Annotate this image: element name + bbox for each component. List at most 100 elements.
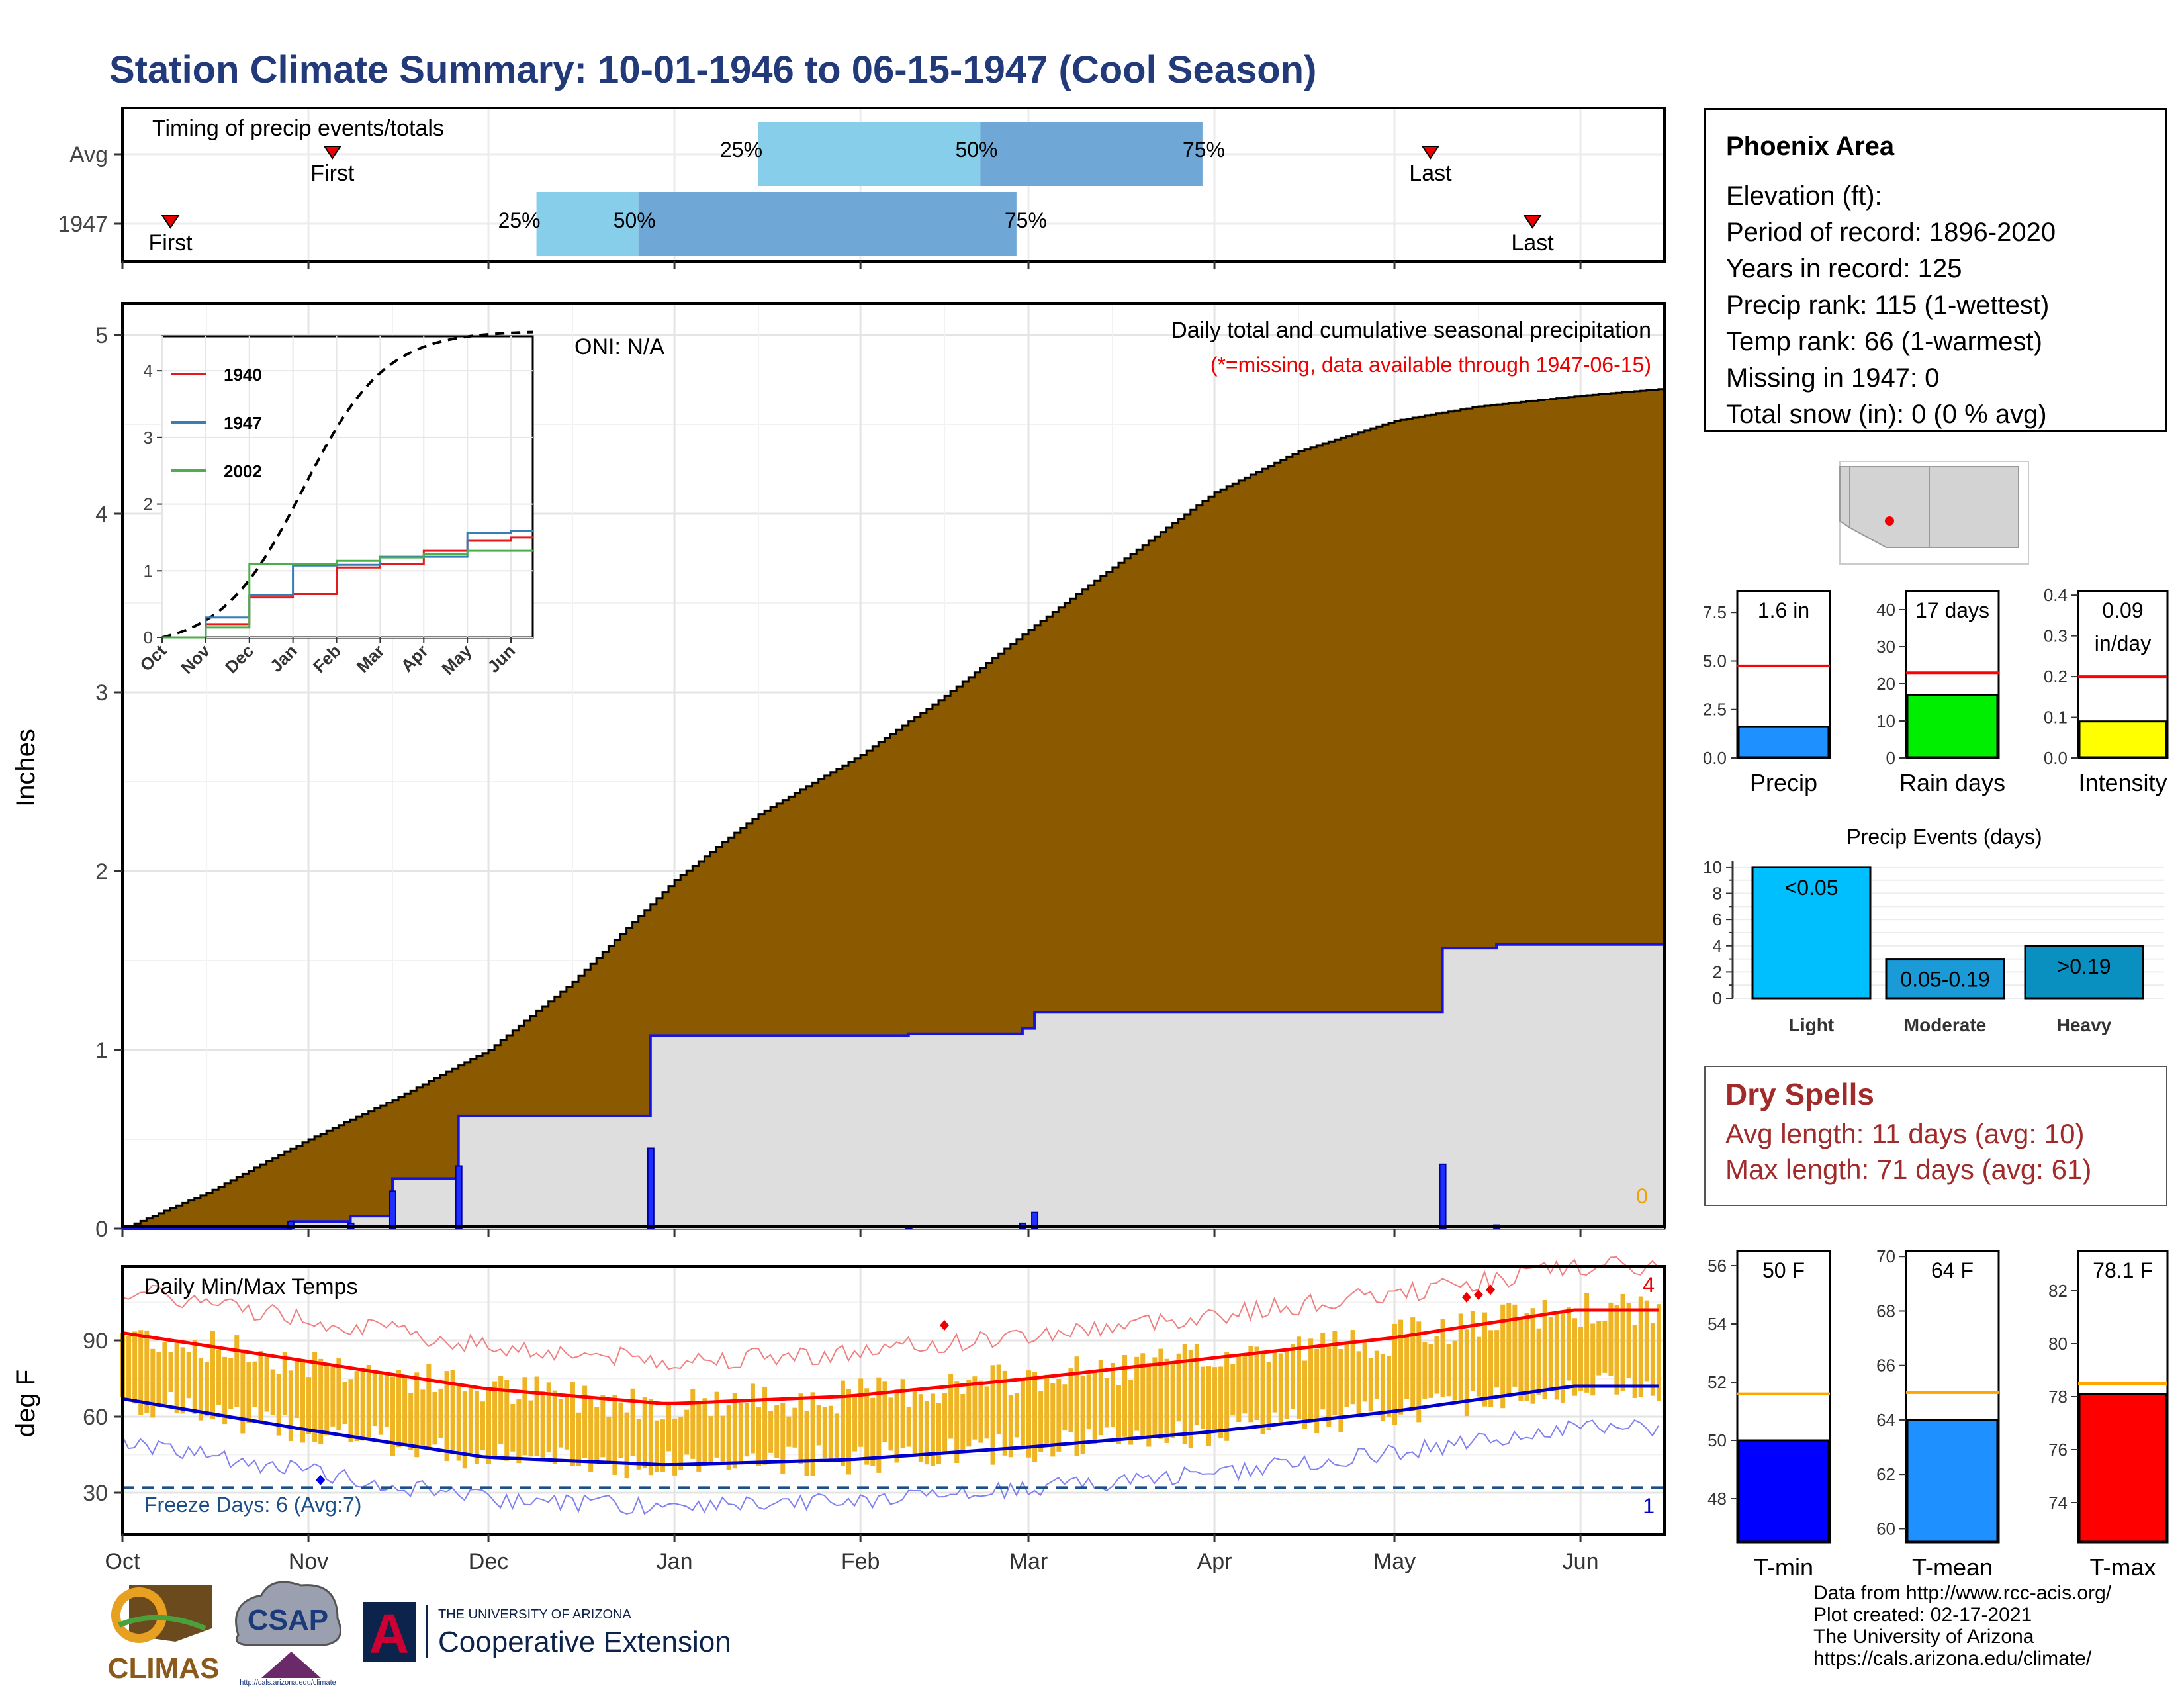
daily-temp-bar	[1068, 1368, 1073, 1432]
daily-temp-bar	[684, 1409, 690, 1455]
daily-temp-bar	[666, 1403, 672, 1452]
timing-first-label: First	[148, 230, 193, 256]
temp-bar-ytick-label: 68	[1876, 1301, 1895, 1321]
daily-temp-bar	[792, 1407, 797, 1448]
daily-temp-bar	[768, 1411, 774, 1453]
timing-q50-label: 50%	[955, 138, 997, 162]
timing-last-marker	[1523, 215, 1542, 229]
daily-temp-bar	[1374, 1350, 1379, 1399]
daily-temp-bar	[930, 1393, 935, 1466]
small-bar-ytick-label: 0.1	[2044, 708, 2068, 727]
ua-logo-letter: A	[369, 1603, 410, 1665]
record-high-marker	[940, 1320, 950, 1331]
daily-temp-bar	[1182, 1344, 1187, 1444]
daily-temp-bar	[888, 1397, 893, 1451]
daily-temp-bar	[180, 1347, 185, 1414]
daily-temp-bar	[1524, 1313, 1529, 1401]
small-bar-1	[1906, 694, 1999, 759]
daily-temp-bar	[726, 1405, 731, 1470]
daily-temp-bar	[1092, 1370, 1097, 1444]
small-bar-ytick-label: 10	[1876, 711, 1895, 731]
timing-q50-label: 50%	[614, 209, 656, 232]
daily-temp-bar	[936, 1403, 941, 1464]
daily-temp-bar	[1464, 1329, 1469, 1417]
daily-temp-bar	[222, 1356, 228, 1425]
daily-temp-bar	[1614, 1304, 1619, 1395]
precip-events-ytick-label: 0	[1713, 988, 1722, 1008]
temp-bar-ytick-label: 64	[1876, 1410, 1895, 1430]
daily-precip-bar	[647, 1147, 655, 1229]
daily-temp-bar	[1590, 1323, 1596, 1396]
small-bar-ytick-label: 0.0	[2044, 748, 2068, 768]
daily-temp-bar	[750, 1383, 755, 1454]
daily-temp-bar	[1038, 1391, 1044, 1452]
daily-temp-bar	[420, 1389, 426, 1447]
daily-temp-bar	[600, 1395, 606, 1458]
daily-temp-bar	[828, 1405, 833, 1462]
daily-temp-bar	[630, 1388, 635, 1456]
daily-temp-bar	[198, 1358, 203, 1421]
ua-logo-small-text: THE UNIVERSITY OF ARIZONA	[438, 1607, 632, 1622]
daily-temp-bar	[1146, 1362, 1152, 1447]
daily-temp-bar	[1476, 1336, 1481, 1397]
daily-temp-bar	[864, 1388, 870, 1465]
daily-temp-bar	[432, 1391, 437, 1445]
daily-temp-bar	[1290, 1344, 1295, 1410]
daily-temp-bar	[642, 1397, 647, 1468]
daily-temp-bar	[330, 1366, 336, 1427]
daily-temp-bar	[1152, 1357, 1158, 1436]
daily-temp-bar	[450, 1370, 455, 1450]
temp-bar-label: T-min	[1754, 1554, 1813, 1581]
daily-temp-bar	[1134, 1356, 1140, 1431]
small-bar-value: 1.6 in	[1758, 598, 1809, 622]
daily-temp-bar	[1332, 1331, 1338, 1415]
timing-last-label: Last	[1511, 230, 1554, 256]
daily-temp-bar	[1458, 1313, 1463, 1403]
daily-temp-bar	[1578, 1327, 1584, 1391]
daily-temp-bar	[354, 1371, 359, 1442]
month-axis-label: Nov	[289, 1549, 328, 1574]
timing-row-label: 1947	[58, 212, 108, 237]
temp-panel-border	[121, 1265, 1666, 1536]
daily-temp-bar	[348, 1379, 353, 1443]
dry-spells-avg: Avg length: 11 days (avg: 10)	[1725, 1118, 2085, 1149]
inset-average-line	[161, 330, 533, 639]
daily-temp-bar	[426, 1363, 432, 1448]
daily-temp-bar	[678, 1417, 684, 1470]
small-bar-label: Rain days	[1899, 769, 2005, 796]
precip-events-ytick-label: 6	[1713, 910, 1722, 929]
daily-temp-bar	[1632, 1325, 1637, 1398]
daily-temp-bar	[1026, 1370, 1031, 1458]
daily-temp-bar	[534, 1376, 539, 1456]
temp-panel-title: Daily Min/Max Temps	[144, 1274, 357, 1299]
avg-max-temp-line	[122, 1308, 1659, 1405]
daily-temp-bar	[1644, 1300, 1649, 1382]
daily-temp-bar	[492, 1381, 498, 1458]
avg-min-temp-line	[122, 1384, 1659, 1467]
daily-temp-bar	[990, 1365, 995, 1465]
daily-temp-bar	[702, 1398, 707, 1466]
daily-temp-bar	[1140, 1353, 1146, 1438]
daily-temp-bar	[714, 1391, 719, 1458]
daily-temp-bar	[456, 1385, 461, 1461]
daily-temp-bar	[870, 1397, 876, 1466]
info-years: Years in record: 125	[1726, 254, 1962, 283]
daily-temp-bar	[822, 1407, 827, 1459]
daily-temp-bar	[276, 1374, 281, 1436]
daily-temp-bar	[1656, 1304, 1661, 1401]
precip-event-category: Heavy	[2057, 1015, 2112, 1035]
daily-temp-bar	[570, 1382, 575, 1466]
daily-temp-bar	[1356, 1351, 1361, 1415]
daily-temp-bar	[1542, 1299, 1547, 1400]
daily-temp-bar	[1404, 1334, 1410, 1399]
daily-temp-bar	[444, 1371, 449, 1462]
daily-temp-bar	[1326, 1346, 1332, 1427]
daily-temp-bar	[192, 1340, 197, 1414]
small-bar-ytick-label: 0	[1886, 748, 1895, 768]
daily-temp-bar	[1218, 1366, 1224, 1439]
daily-temp-bar	[690, 1389, 696, 1459]
daily-temp-bar	[1302, 1360, 1308, 1429]
daily-temp-bar	[1056, 1379, 1062, 1452]
daily-temp-bar	[1530, 1308, 1535, 1404]
daily-temp-bar	[972, 1376, 978, 1440]
